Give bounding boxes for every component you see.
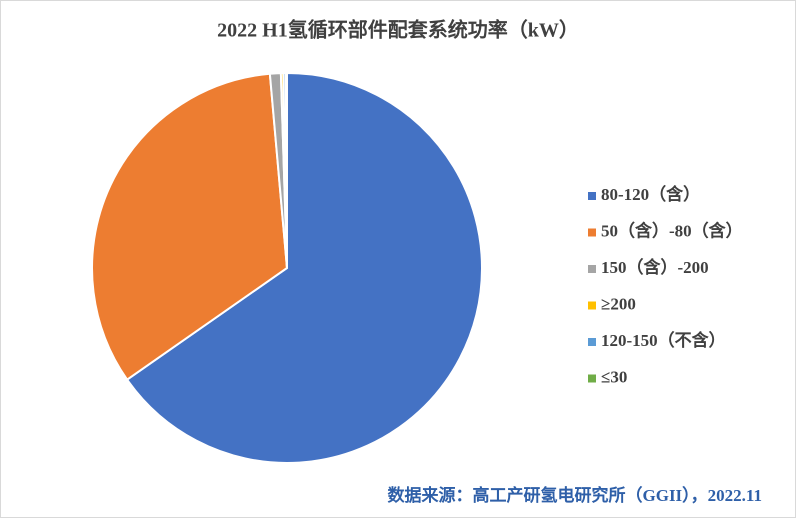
legend-label: ≥200 (601, 294, 636, 313)
pie-slice (125, 71, 483, 464)
pie-slice (284, 71, 288, 269)
legend-swatch (588, 228, 596, 237)
legend-label: 120-150（不含） (601, 330, 726, 350)
legend-swatch (588, 374, 596, 383)
legend-label: 50（含）-80（含） (601, 220, 743, 240)
source-note: 数据来源：高工产研氢电研究所（GGII），2022.11 (388, 485, 763, 505)
chart-title: 2022 H1氢循环部件配套系统功率（kW） (217, 18, 579, 42)
legend-label: 150（含）-200 (601, 257, 709, 277)
legend-swatch (588, 265, 596, 273)
legend-label: 80-120（含） (601, 184, 700, 204)
legend-label: ≤30 (601, 367, 627, 386)
legend-swatch (588, 192, 596, 200)
legend-swatch (588, 338, 596, 346)
pie-slice (91, 72, 289, 382)
legend-swatch (588, 301, 596, 310)
